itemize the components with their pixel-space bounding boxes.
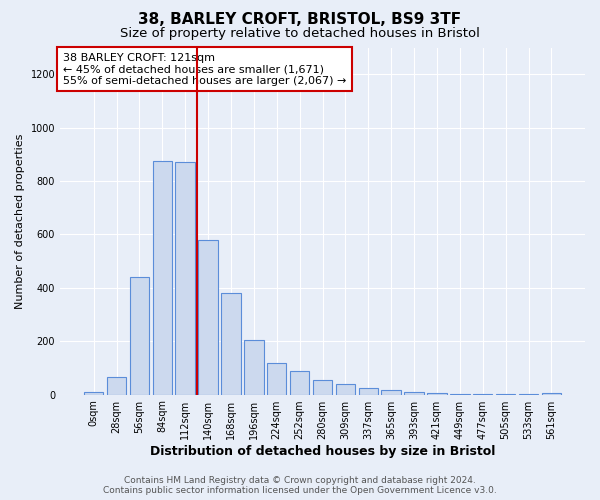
Bar [244,340,263,394]
Bar [152,161,172,394]
Text: Size of property relative to detached houses in Bristol: Size of property relative to detached ho… [120,28,480,40]
Bar [175,162,195,394]
Bar [335,384,355,394]
Y-axis label: Number of detached properties: Number of detached properties [15,134,25,308]
Bar [404,392,424,394]
Bar [427,393,446,394]
Bar [542,393,561,394]
Bar [313,380,332,394]
Bar [290,370,310,394]
Bar [130,277,149,394]
Bar [107,377,126,394]
Bar [382,390,401,394]
Bar [84,392,103,394]
Text: 38, BARLEY CROFT, BRISTOL, BS9 3TF: 38, BARLEY CROFT, BRISTOL, BS9 3TF [139,12,461,28]
Bar [359,388,378,394]
Text: Contains HM Land Registry data © Crown copyright and database right 2024.
Contai: Contains HM Land Registry data © Crown c… [103,476,497,495]
X-axis label: Distribution of detached houses by size in Bristol: Distribution of detached houses by size … [150,444,495,458]
Bar [221,293,241,394]
Bar [199,240,218,394]
Bar [267,362,286,394]
Text: 38 BARLEY CROFT: 121sqm
← 45% of detached houses are smaller (1,671)
55% of semi: 38 BARLEY CROFT: 121sqm ← 45% of detache… [62,52,346,86]
